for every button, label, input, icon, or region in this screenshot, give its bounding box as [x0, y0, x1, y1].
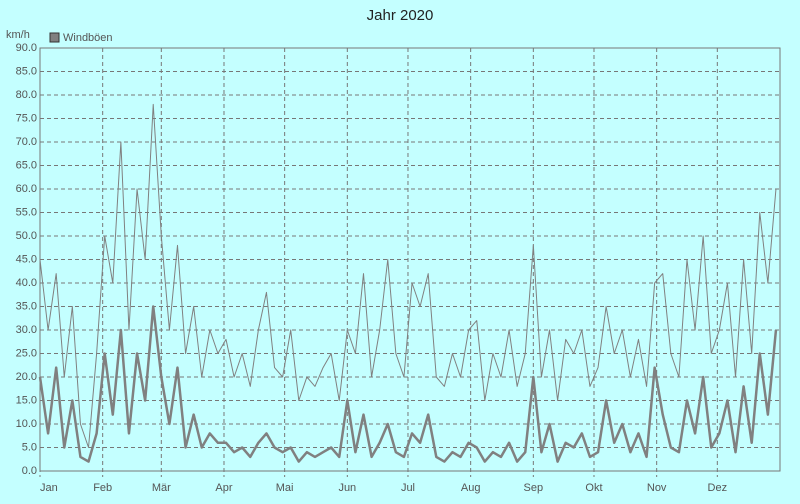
- y-tick-label: 75.0: [16, 112, 37, 124]
- y-tick-label: 25.0: [16, 347, 37, 359]
- x-tick-label: Nov: [647, 482, 667, 494]
- x-tick-label: Mai: [276, 482, 294, 494]
- plot-area: [39, 47, 781, 472]
- y-tick-label: 15.0: [16, 394, 37, 406]
- x-tick-label: Jun: [338, 482, 356, 494]
- y-tick-label: 30.0: [16, 324, 37, 336]
- y-tick-label: 45.0: [16, 253, 37, 265]
- y-tick-label: 50.0: [16, 230, 37, 242]
- x-tick-label: Jul: [401, 482, 415, 494]
- y-tick-label: 80.0: [16, 89, 37, 101]
- y-tick-label: 35.0: [16, 300, 37, 312]
- x-tick-label: Okt: [585, 482, 602, 494]
- data-line: [39, 103, 777, 448]
- legend-label: Windböen: [63, 32, 113, 44]
- y-tick-label: 70.0: [16, 136, 37, 148]
- data-line: [38, 305, 778, 463]
- y-tick-label: 85.0: [16, 65, 37, 77]
- x-tick-label: Mär: [152, 482, 171, 494]
- x-tick-label: Aug: [461, 482, 481, 494]
- x-tick-label: Apr: [215, 482, 232, 494]
- x-tick-label: Feb: [93, 482, 112, 494]
- legend-swatch: [49, 32, 60, 43]
- y-tick-label: 0.0: [22, 465, 37, 477]
- x-tick-label: Sep: [524, 482, 544, 494]
- chart-title: Jahr 2020: [367, 7, 434, 24]
- y-tick-label: 10.0: [16, 418, 37, 430]
- y-tick-label: 40.0: [16, 277, 37, 289]
- y-tick-label: 60.0: [16, 183, 37, 195]
- y-tick-label: 20.0: [16, 371, 37, 383]
- y-tick-label: 55.0: [16, 206, 37, 218]
- x-tick-label: Jan: [40, 482, 58, 494]
- x-tick-label: Dez: [708, 482, 728, 494]
- y-axis-label: km/h: [6, 29, 30, 41]
- y-tick-label: 65.0: [16, 159, 37, 171]
- y-tick-label: 5.0: [22, 441, 37, 453]
- y-tick-label: 90.0: [16, 42, 37, 54]
